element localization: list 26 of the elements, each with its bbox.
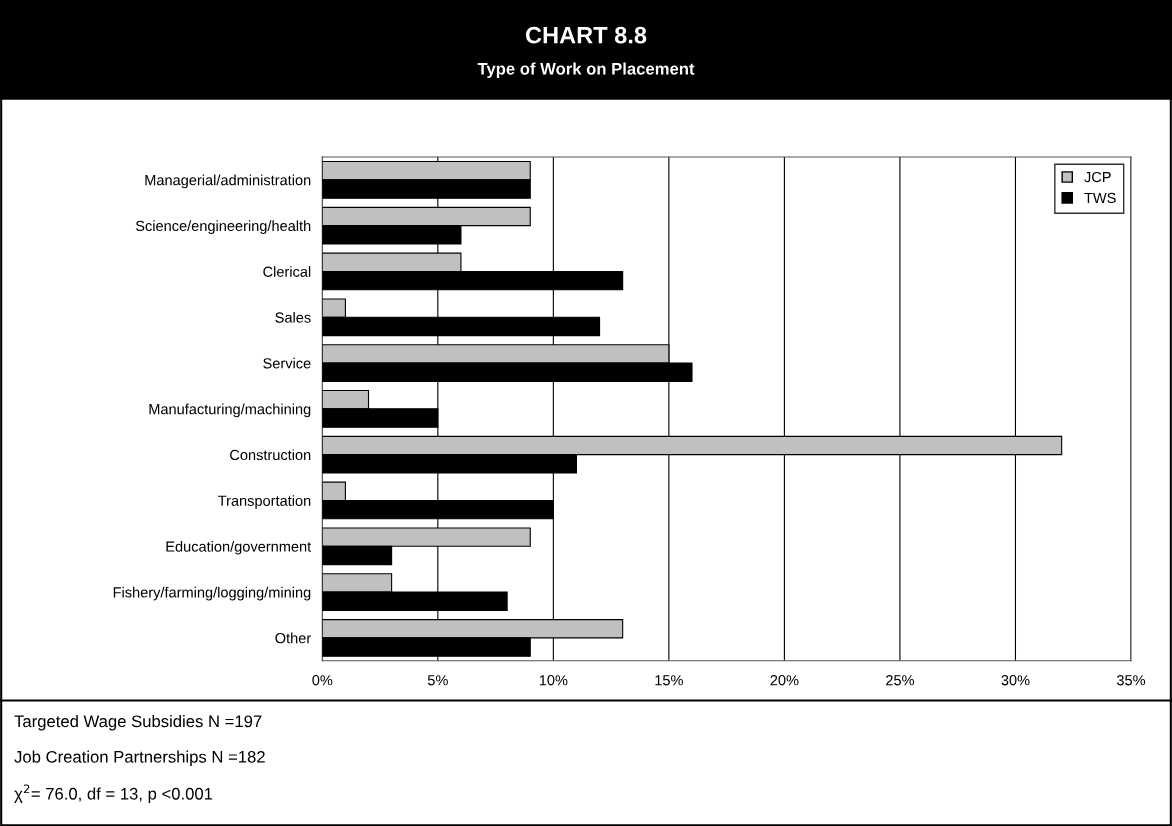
y-tick-label: Managerial/administration (145, 174, 311, 189)
text: χ$^{2}$= 76.0, df = 13, p <0.001 (14, 784, 213, 803)
chart-title: CHART 8.8 (525, 26, 647, 44)
text: Job Creation Partnerships N =182 (14, 750, 265, 767)
y-tick-label: Sales (275, 311, 311, 323)
x-tick-label: 0% (312, 675, 333, 686)
x-tick-label: 5% (427, 675, 448, 686)
y-tick-label: Science/engineering/health (135, 220, 311, 234)
y-tick-label: Education/government (166, 541, 312, 555)
legend-label: JCP (1084, 171, 1111, 183)
y-tick-label: Manufacturing/machining (149, 403, 311, 418)
x-tick-label: 15% (655, 675, 683, 686)
x-tick-label: 35% (1116, 675, 1146, 686)
text: Targeted Wage Subsidies N =197 (14, 714, 262, 731)
x-tick-label: 20% (770, 675, 799, 686)
x-tick-label: 30% (1001, 675, 1030, 686)
legend-label: TWS (1084, 192, 1116, 204)
x-tick-label: 10% (539, 675, 568, 686)
y-tick-label: Clerical (263, 266, 311, 277)
y-tick-label: Construction (230, 449, 311, 461)
y-tick-label: Transportation (218, 495, 311, 509)
chart-subtitle: Type of Work on Placement (477, 62, 695, 78)
y-tick-label: Service (263, 357, 311, 369)
y-tick-label: Other (275, 632, 311, 644)
y-tick-label: Fishery/farming/logging/mining (113, 586, 311, 601)
x-tick-label: 25% (886, 675, 914, 686)
